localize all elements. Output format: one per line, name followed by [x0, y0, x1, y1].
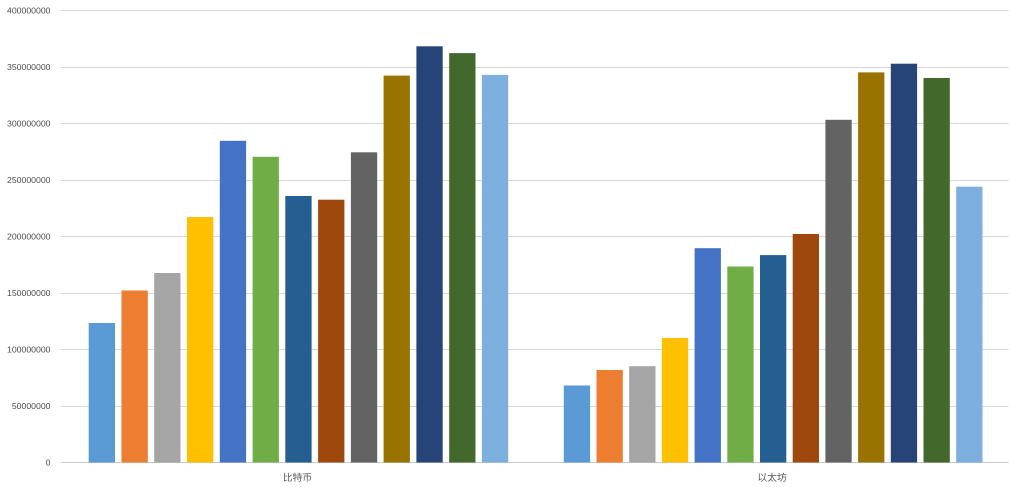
svg-text:400000000: 400000000: [7, 6, 51, 16]
svg-text:200000000: 200000000: [7, 232, 51, 242]
svg-text:100000000: 100000000: [7, 345, 51, 355]
svg-text:350000000: 350000000: [7, 62, 51, 72]
svg-text:250000000: 250000000: [7, 175, 51, 185]
svg-text:0: 0: [46, 458, 51, 468]
svg-text:150000000: 150000000: [7, 288, 51, 298]
svg-text:300000000: 300000000: [7, 119, 51, 129]
svg-text:50000000: 50000000: [12, 401, 51, 411]
